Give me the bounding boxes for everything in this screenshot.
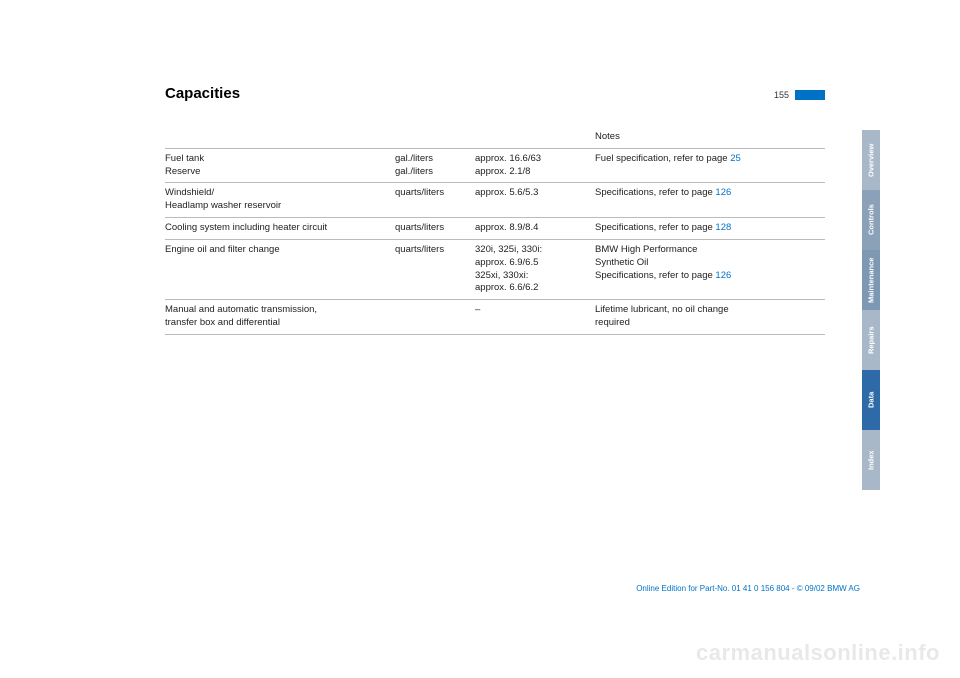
- notes-text: Fuel specification, refer to page: [595, 153, 730, 164]
- cell-unit: gal./liters gal./liters: [395, 148, 475, 183]
- cell-notes: BMW High Performance Synthetic Oil Speci…: [595, 239, 825, 299]
- table-body: Fuel tank Reserve gal./liters gal./liter…: [165, 148, 825, 334]
- table-row: Manual and automatic transmission, trans…: [165, 300, 825, 335]
- table-row: Cooling system including heater circuit …: [165, 218, 825, 240]
- col-header-notes: Notes: [595, 127, 825, 148]
- table-row: Engine oil and filter change quarts/lite…: [165, 239, 825, 299]
- cell-unit: quarts/liters: [395, 218, 475, 240]
- tab-overview[interactable]: Overview: [862, 130, 880, 190]
- page-link[interactable]: 126: [715, 187, 731, 198]
- col-header-value: [475, 127, 595, 148]
- cell-value: approx. 5.6/5.3: [475, 183, 595, 218]
- tab-repairs[interactable]: Repairs: [862, 310, 880, 370]
- cell-notes: Specifications, refer to page 128: [595, 218, 825, 240]
- col-header-unit: [395, 127, 475, 148]
- watermark: carmanualsonline.info: [696, 640, 940, 666]
- notes-text: Lifetime lubricant, no oil change requir…: [595, 304, 729, 328]
- footer-copyright: Online Edition for Part-No. 01 41 0 156 …: [636, 584, 860, 593]
- tab-data[interactable]: Data: [862, 370, 880, 430]
- cell-unit: [395, 300, 475, 335]
- col-header-item: [165, 127, 395, 148]
- cell-item: Cooling system including heater circuit: [165, 218, 395, 240]
- tab-controls[interactable]: Controls: [862, 190, 880, 250]
- side-tabs: Overview Controls Maintenance Repairs Da…: [862, 130, 880, 490]
- cell-value: approx. 16.6/63 approx. 2.1/8: [475, 148, 595, 183]
- cell-item: Fuel tank Reserve: [165, 148, 395, 183]
- cell-value: –: [475, 300, 595, 335]
- page-number-wrap: 155: [774, 90, 825, 100]
- notes-text: BMW High Performance Synthetic Oil Speci…: [595, 244, 715, 281]
- cell-notes: Specifications, refer to page 126: [595, 183, 825, 218]
- cell-item: Engine oil and filter change: [165, 239, 395, 299]
- cell-item: Manual and automatic transmission, trans…: [165, 300, 395, 335]
- page-title: Capacities: [165, 85, 240, 102]
- page-link[interactable]: 126: [715, 270, 731, 281]
- notes-text: Specifications, refer to page: [595, 222, 715, 233]
- page-number-bar: [795, 90, 825, 100]
- page-link[interactable]: 25: [730, 153, 741, 164]
- cell-notes: Lifetime lubricant, no oil change requir…: [595, 300, 825, 335]
- cell-value: 320i, 325i, 330i: approx. 6.9/6.5 325xi,…: [475, 239, 595, 299]
- cell-value: approx. 8.9/8.4: [475, 218, 595, 240]
- page-number: 155: [774, 90, 789, 100]
- capacities-table: Notes Fuel tank Reserve gal./liters gal.…: [165, 127, 825, 335]
- cell-notes: Fuel specification, refer to page 25: [595, 148, 825, 183]
- table-row: Windshield/ Headlamp washer reservoir qu…: [165, 183, 825, 218]
- cell-item: Windshield/ Headlamp washer reservoir: [165, 183, 395, 218]
- page-link[interactable]: 128: [715, 222, 731, 233]
- cell-unit: quarts/liters: [395, 183, 475, 218]
- tab-index[interactable]: Index: [862, 430, 880, 490]
- table-header-row: Notes: [165, 127, 825, 148]
- page-content: Capacities 155 Notes Fuel tank Reserve g…: [165, 85, 825, 335]
- table-row: Fuel tank Reserve gal./liters gal./liter…: [165, 148, 825, 183]
- tab-maintenance[interactable]: Maintenance: [862, 250, 880, 310]
- cell-unit: quarts/liters: [395, 239, 475, 299]
- notes-text: Specifications, refer to page: [595, 187, 715, 198]
- title-row: Capacities 155: [165, 85, 825, 102]
